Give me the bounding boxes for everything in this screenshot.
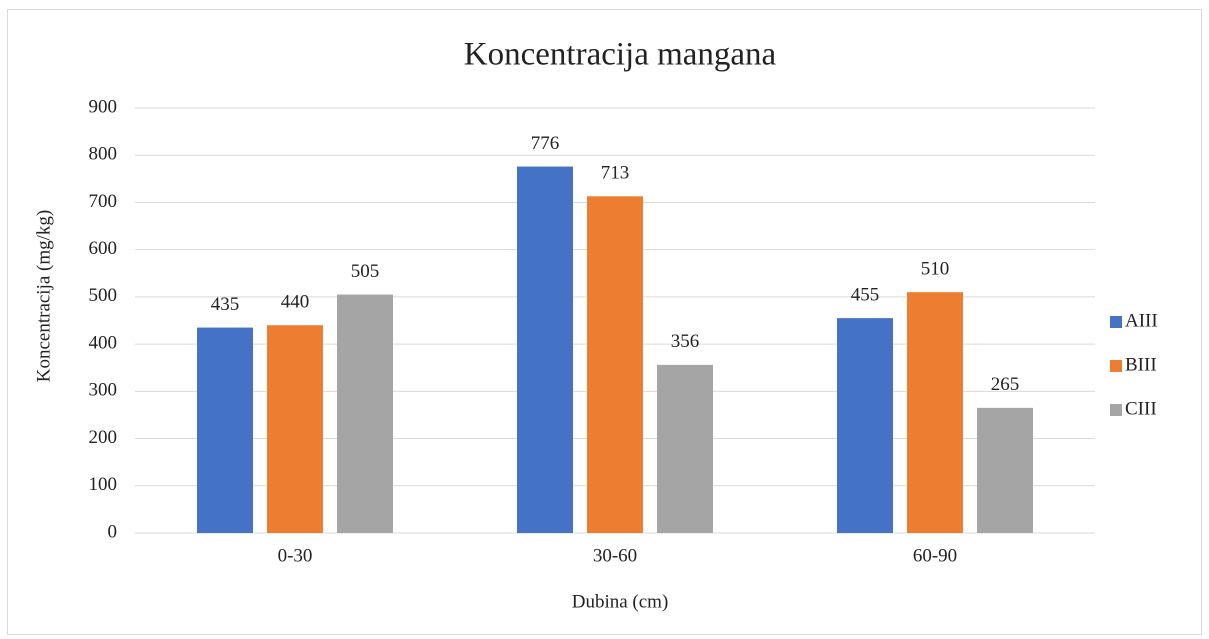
data-label: 265 [991, 374, 1020, 395]
y-tick-label: 900 [89, 96, 118, 117]
y-tick-label: 400 [89, 332, 118, 353]
y-tick-label: 0 [108, 521, 118, 542]
legend-label: CIII [1125, 398, 1157, 419]
x-tick-label: 30-60 [593, 545, 637, 566]
data-label: 776 [531, 133, 560, 154]
data-label: 356 [671, 331, 700, 352]
x-axis-label: Dubina (cm) [572, 591, 669, 612]
bar [907, 292, 963, 533]
bar [337, 294, 393, 533]
y-tick-label: 800 [89, 144, 118, 165]
x-tick-label: 60-90 [913, 545, 957, 566]
bar [267, 325, 323, 533]
y-tick-label: 600 [89, 238, 118, 259]
data-label: 440 [281, 292, 310, 313]
data-label: 455 [851, 284, 880, 305]
bar [837, 318, 893, 533]
y-tick-label: 200 [89, 427, 118, 448]
legend-swatch [1110, 316, 1122, 328]
bar [977, 407, 1033, 533]
x-tick-label: 0-30 [278, 545, 313, 566]
data-label: 435 [211, 294, 240, 315]
data-label: 713 [601, 163, 630, 184]
legend-swatch [1110, 404, 1122, 416]
y-axis-label: Koncentracija (mg/kg) [33, 210, 54, 383]
legend-label: AIII [1125, 310, 1158, 331]
bar [587, 196, 643, 534]
data-label: 510 [921, 259, 950, 280]
legend-label: BIII [1125, 354, 1157, 375]
y-tick-label: 700 [89, 191, 118, 212]
bar [517, 166, 573, 534]
y-tick-label: 500 [89, 285, 118, 306]
y-tick-label: 100 [89, 474, 118, 495]
data-label: 505 [351, 261, 380, 282]
chart-title: Koncentracija mangana [464, 37, 777, 73]
bar [197, 327, 253, 533]
bar [657, 364, 713, 533]
legend-swatch [1110, 360, 1122, 372]
y-tick-label: 300 [89, 380, 118, 401]
